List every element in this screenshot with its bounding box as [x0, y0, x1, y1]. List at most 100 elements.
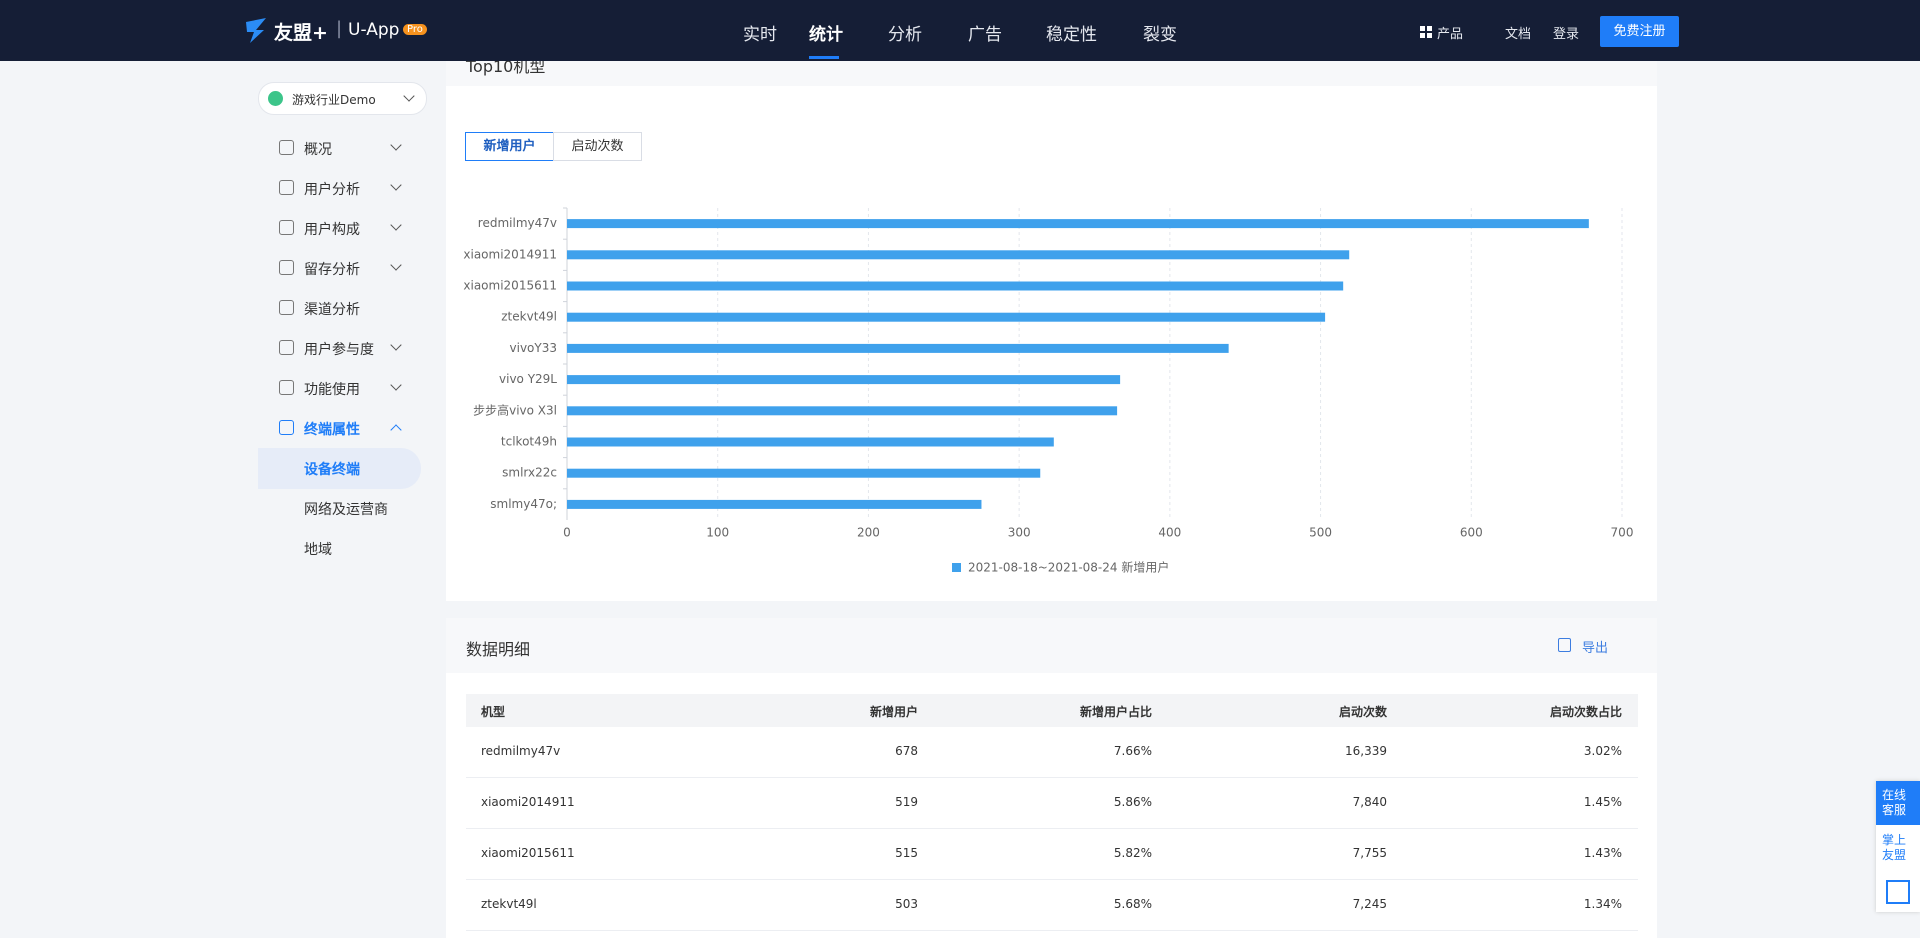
mobile-umeng[interactable]: 掌上友盟: [1882, 833, 1907, 862]
product-name: U-App: [348, 20, 400, 40]
app-name: 游戏行业Demo: [292, 93, 376, 107]
menu-item[interactable]: 留存分析: [304, 262, 360, 278]
menu-item[interactable]: 用户构成: [304, 222, 360, 238]
chevron: [403, 90, 415, 102]
tab[interactable]: 启动次数: [553, 132, 642, 161]
bar: [567, 250, 1350, 260]
table-cell: 515: [895, 846, 918, 860]
x-tick-label: 0: [563, 526, 571, 540]
table-cell: 1.34%: [1583, 897, 1622, 911]
y-tick-label: redmilmy47v: [478, 216, 557, 230]
table-cell: xiaomi2015611: [481, 846, 575, 860]
y-tick-label: 步步高vivo X3l: [473, 402, 557, 417]
bar: [567, 375, 1121, 385]
menu-item[interactable]: 终端属性: [304, 422, 360, 438]
app-selector[interactable]: 游戏行业Demo: [258, 82, 427, 115]
header-link[interactable]: 文档: [1505, 27, 1532, 42]
table-cell: 5.86%: [1113, 795, 1152, 809]
chevron: [390, 219, 402, 231]
x-tick-label: 300: [1008, 526, 1031, 540]
menu-icon: [279, 140, 294, 155]
selected-bg: [258, 448, 421, 489]
x-tick-label: 200: [857, 526, 880, 540]
app-icon: [268, 91, 283, 106]
detail-card: 数据明细 导出: [446, 618, 1657, 938]
y-tick-label: tclkot49h: [501, 435, 557, 449]
bar: [567, 468, 1041, 478]
bar: [567, 281, 1344, 291]
menu-item[interactable]: 概况: [304, 142, 332, 158]
service-bg: [1876, 781, 1920, 825]
bar: [567, 219, 1589, 229]
chart-card: Top10机型: [446, 57, 1657, 601]
menu-item[interactable]: 功能使用: [304, 382, 360, 398]
header-link[interactable]: 登录: [1553, 27, 1580, 42]
x-tick-label: 600: [1460, 526, 1483, 540]
table-cell: ztekvt49l: [481, 897, 537, 911]
nav-underline: [809, 56, 839, 59]
column-header: 机型: [481, 705, 506, 719]
table-cell: 7,840: [1352, 795, 1387, 809]
row-divider: [466, 777, 1638, 778]
menu-icon: [279, 340, 294, 355]
menu-item[interactable]: 用户分析: [304, 182, 360, 198]
online-service[interactable]: 在线客服: [1882, 788, 1907, 817]
chevron: [390, 424, 402, 436]
table-cell: redmilmy47v: [481, 744, 561, 758]
row-divider: [466, 879, 1638, 880]
menu-icon: [279, 380, 294, 395]
column-header: 新增用户占比: [1079, 705, 1152, 719]
qr-icon[interactable]: [1886, 880, 1910, 904]
table-cell: 503: [895, 897, 918, 911]
detail-header: [446, 618, 1657, 673]
table-cell: 16,339: [1345, 744, 1387, 758]
table-cell: 5.68%: [1113, 897, 1152, 911]
row-divider: [466, 930, 1638, 931]
detail-title: 数据明细: [466, 640, 531, 659]
nav-item[interactable]: 裂变: [1143, 25, 1177, 45]
nav-item[interactable]: 实时: [743, 25, 777, 45]
chevron: [390, 339, 402, 351]
table-cell: 5.82%: [1113, 846, 1152, 860]
y-tick-label: vivo Y29L: [499, 372, 557, 386]
column-header: 启动次数占比: [1549, 705, 1622, 719]
column-header: 启动次数: [1338, 705, 1387, 719]
table-cell: 7,245: [1352, 897, 1387, 911]
grid-icon: [1420, 26, 1432, 38]
bar: [567, 406, 1118, 416]
menu-icon: [279, 180, 294, 195]
menu-icon: [279, 220, 294, 235]
x-tick-label: 700: [1611, 526, 1634, 540]
submenu-item[interactable]: 设备终端: [304, 462, 360, 478]
table-cell: xiaomi2014911: [481, 795, 575, 809]
export-icon: [1558, 638, 1571, 652]
bar: [567, 437, 1054, 447]
menu-icon: [279, 420, 294, 435]
x-tick-label: 100: [706, 526, 729, 540]
tab[interactable]: 新增用户: [465, 132, 554, 161]
chevron: [390, 139, 402, 151]
signup-button[interactable]: 免费注册: [1600, 16, 1679, 47]
pro-badge: Pro: [403, 24, 427, 35]
submenu-item[interactable]: 地域: [304, 542, 332, 558]
bar: [567, 499, 982, 509]
submenu-item[interactable]: 网络及运营商: [304, 502, 388, 518]
bar: [567, 343, 1229, 353]
table-cell: 678: [895, 744, 918, 758]
export-link[interactable]: 导出: [1582, 641, 1609, 656]
float-widget: 在线客服 掌上友盟: [1876, 781, 1920, 912]
table-cell: 7,755: [1352, 846, 1387, 860]
menu-item[interactable]: 渠道分析: [304, 302, 360, 318]
nav-item[interactable]: 分析: [888, 25, 922, 45]
menu-item[interactable]: 用户参与度: [304, 342, 374, 358]
y-tick-label: xiaomi2014911: [463, 247, 557, 261]
y-tick-label: ztekvt49l: [501, 310, 557, 324]
nav-item[interactable]: 广告: [968, 25, 1002, 45]
chevron: [390, 259, 402, 271]
header-link[interactable]: 产品: [1437, 27, 1464, 42]
nav-item[interactable]: 稳定性: [1046, 25, 1097, 45]
y-tick-label: xiaomi2015611: [463, 279, 557, 293]
legend-label: 2021-08-18~2021-08-24 新增用户: [968, 560, 1169, 575]
menu-icon: [279, 260, 294, 275]
nav-item[interactable]: 统计: [809, 25, 843, 45]
